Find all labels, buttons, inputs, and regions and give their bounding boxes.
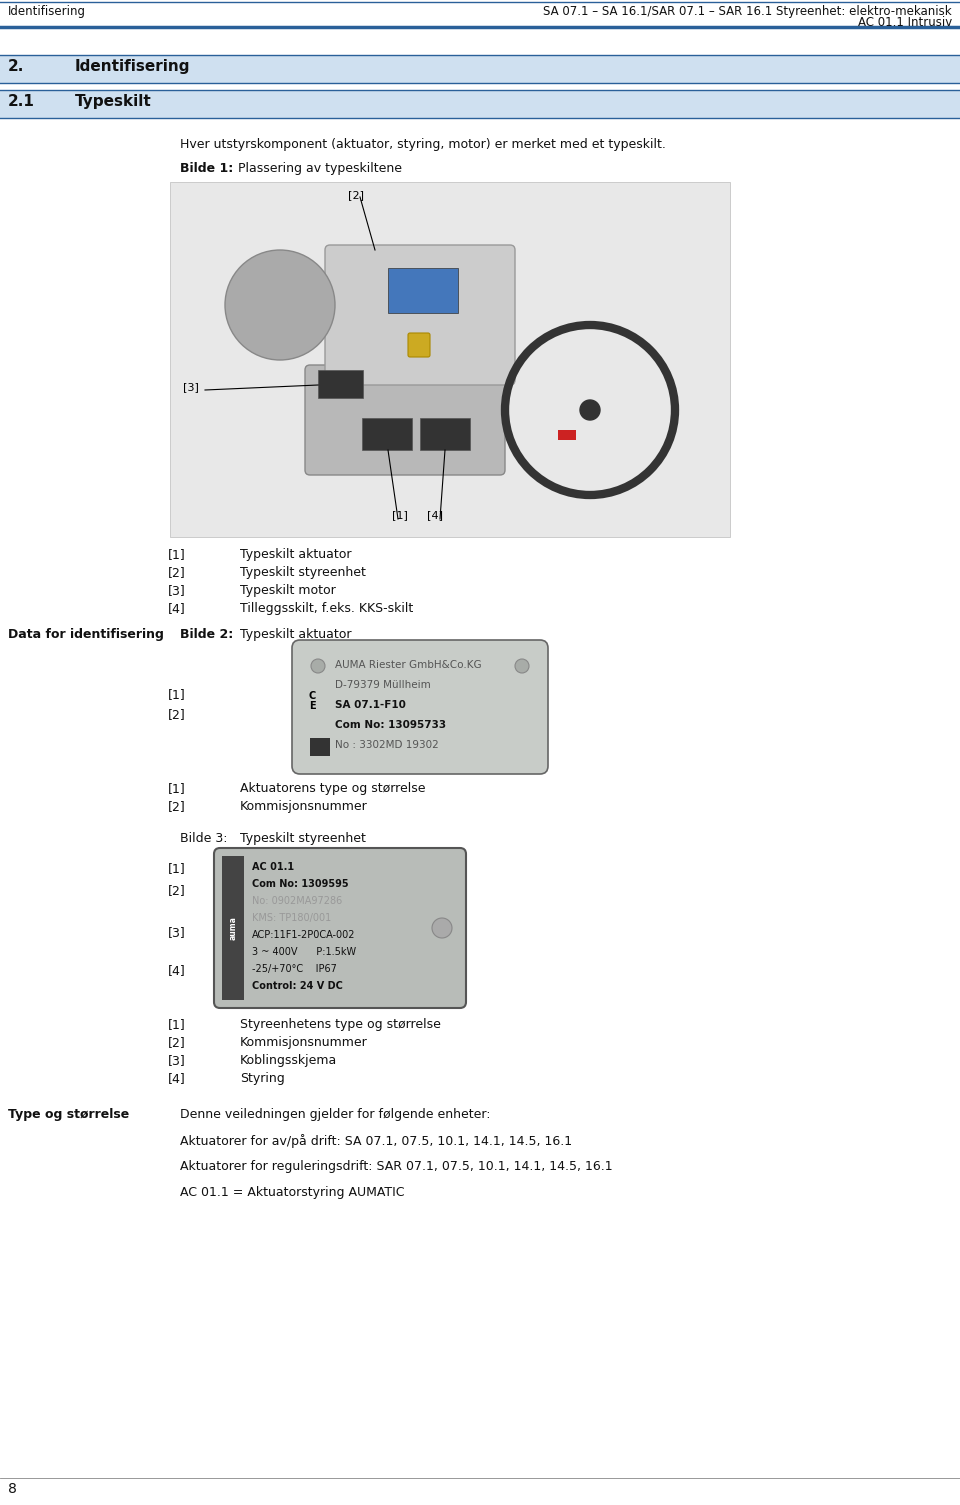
Text: [1]: [1] bbox=[168, 783, 185, 795]
FancyBboxPatch shape bbox=[558, 430, 576, 439]
Text: SA 07.1-F10: SA 07.1-F10 bbox=[335, 700, 406, 710]
FancyBboxPatch shape bbox=[325, 245, 515, 385]
Text: Bilde 2:: Bilde 2: bbox=[180, 628, 233, 641]
Text: Typeskilt styreenhet: Typeskilt styreenhet bbox=[240, 832, 366, 844]
Text: Hver utstyrskomponent (aktuator, styring, motor) er merket med et typeskilt.: Hver utstyrskomponent (aktuator, styring… bbox=[180, 138, 666, 151]
FancyBboxPatch shape bbox=[170, 182, 730, 537]
Text: Control: 24 V DC: Control: 24 V DC bbox=[252, 981, 343, 990]
Text: [2]: [2] bbox=[168, 707, 185, 721]
Text: [4]: [4] bbox=[427, 510, 443, 521]
Text: Typeskilt styreenhet: Typeskilt styreenhet bbox=[240, 566, 366, 579]
Circle shape bbox=[225, 250, 335, 360]
Text: Tilleggsskilt, f.eks. KKS-skilt: Tilleggsskilt, f.eks. KKS-skilt bbox=[240, 602, 413, 616]
Text: ACP:11F1-2P0CA-002: ACP:11F1-2P0CA-002 bbox=[252, 930, 355, 941]
Text: Kommisjonsnummer: Kommisjonsnummer bbox=[240, 801, 368, 813]
Text: Typeskilt motor: Typeskilt motor bbox=[240, 584, 336, 597]
Text: D-79379 Müllheim: D-79379 Müllheim bbox=[335, 680, 431, 689]
FancyBboxPatch shape bbox=[305, 366, 505, 476]
Text: Com No: 1309595: Com No: 1309595 bbox=[252, 879, 348, 889]
Text: 2.: 2. bbox=[8, 59, 24, 74]
Circle shape bbox=[515, 659, 529, 673]
FancyBboxPatch shape bbox=[0, 56, 960, 83]
Text: [1]: [1] bbox=[168, 688, 185, 701]
FancyBboxPatch shape bbox=[222, 856, 244, 999]
Text: Styring: Styring bbox=[240, 1072, 285, 1085]
Text: [4]: [4] bbox=[168, 965, 185, 977]
Text: Aktuatorer for av/på drift: SA 07.1, 07.5, 10.1, 14.1, 14.5, 16.1: Aktuatorer for av/på drift: SA 07.1, 07.… bbox=[180, 1133, 572, 1148]
Text: Plassering av typeskiltene: Plassering av typeskiltene bbox=[238, 163, 402, 175]
Text: -25/+70°C    IP67: -25/+70°C IP67 bbox=[252, 965, 337, 974]
Text: [2]: [2] bbox=[168, 801, 185, 813]
FancyBboxPatch shape bbox=[362, 418, 412, 450]
Text: Denne veiledningen gjelder for følgende enheter:: Denne veiledningen gjelder for følgende … bbox=[180, 1108, 491, 1121]
Text: [3]: [3] bbox=[168, 1054, 185, 1067]
Text: AC 01.1 = Aktuatorstyring AUMATIC: AC 01.1 = Aktuatorstyring AUMATIC bbox=[180, 1186, 404, 1199]
Text: [2]: [2] bbox=[168, 566, 185, 579]
Text: Kommisjonsnummer: Kommisjonsnummer bbox=[240, 1035, 368, 1049]
Text: [4]: [4] bbox=[168, 602, 185, 616]
Text: [2]: [2] bbox=[348, 190, 364, 200]
Circle shape bbox=[311, 659, 325, 673]
Text: Aktuatorer for reguleringsdrift: SAR 07.1, 07.5, 10.1, 14.1, 14.5, 16.1: Aktuatorer for reguleringsdrift: SAR 07.… bbox=[180, 1160, 612, 1172]
Text: Type og størrelse: Type og størrelse bbox=[8, 1108, 130, 1121]
Text: [2]: [2] bbox=[168, 1035, 185, 1049]
Text: auma: auma bbox=[228, 917, 237, 941]
Text: C
E: C E bbox=[308, 691, 316, 710]
Text: Styreenhetens type og størrelse: Styreenhetens type og størrelse bbox=[240, 1017, 441, 1031]
Text: Identifisering: Identifisering bbox=[8, 5, 86, 18]
Circle shape bbox=[432, 918, 452, 938]
Text: [3]: [3] bbox=[183, 382, 199, 391]
Text: 8: 8 bbox=[8, 1482, 17, 1496]
Text: Data for identifisering: Data for identifisering bbox=[8, 628, 164, 641]
Text: KMS: TP180/001: KMS: TP180/001 bbox=[252, 914, 331, 923]
Text: No : 3302MD 19302: No : 3302MD 19302 bbox=[335, 740, 439, 749]
Text: [1]: [1] bbox=[168, 548, 185, 561]
Text: 2.1: 2.1 bbox=[8, 93, 35, 108]
Text: [1]: [1] bbox=[392, 510, 408, 521]
Text: AUMA Riester GmbH&Co.KG: AUMA Riester GmbH&Co.KG bbox=[335, 661, 482, 670]
Text: [2]: [2] bbox=[168, 883, 185, 897]
FancyBboxPatch shape bbox=[318, 370, 363, 397]
Text: [1]: [1] bbox=[168, 862, 185, 874]
Text: Bilde 3:: Bilde 3: bbox=[180, 832, 228, 844]
Text: AC 01.1: AC 01.1 bbox=[252, 862, 294, 871]
Text: Typeskilt: Typeskilt bbox=[75, 93, 152, 108]
Text: [1]: [1] bbox=[168, 1017, 185, 1031]
Text: Aktuatorens type og størrelse: Aktuatorens type og størrelse bbox=[240, 783, 425, 795]
Text: [3]: [3] bbox=[168, 926, 185, 939]
Circle shape bbox=[580, 400, 600, 420]
Text: No: 0902MA97286: No: 0902MA97286 bbox=[252, 895, 343, 906]
FancyBboxPatch shape bbox=[388, 268, 458, 313]
Text: Koblingsskjema: Koblingsskjema bbox=[240, 1054, 337, 1067]
Text: [3]: [3] bbox=[168, 584, 185, 597]
Text: AC 01.1 Intrusiv: AC 01.1 Intrusiv bbox=[857, 17, 952, 29]
Text: Typeskilt aktuator: Typeskilt aktuator bbox=[240, 548, 351, 561]
FancyBboxPatch shape bbox=[310, 737, 330, 756]
Text: SA 07.1 – SA 16.1/SAR 07.1 – SAR 16.1 Styreenhet: elektro-mekanisk: SA 07.1 – SA 16.1/SAR 07.1 – SAR 16.1 St… bbox=[543, 5, 952, 18]
Text: Typeskilt aktuator: Typeskilt aktuator bbox=[240, 628, 351, 641]
FancyBboxPatch shape bbox=[214, 847, 466, 1008]
Text: Com No: 13095733: Com No: 13095733 bbox=[335, 719, 446, 730]
Text: 3 ~ 400V      P:1.5kW: 3 ~ 400V P:1.5kW bbox=[252, 947, 356, 957]
FancyBboxPatch shape bbox=[408, 333, 430, 357]
FancyBboxPatch shape bbox=[420, 418, 470, 450]
Text: Identifisering: Identifisering bbox=[75, 59, 190, 74]
Text: Bilde 1:: Bilde 1: bbox=[180, 163, 233, 175]
Text: [4]: [4] bbox=[168, 1072, 185, 1085]
FancyBboxPatch shape bbox=[0, 90, 960, 117]
FancyBboxPatch shape bbox=[292, 640, 548, 774]
